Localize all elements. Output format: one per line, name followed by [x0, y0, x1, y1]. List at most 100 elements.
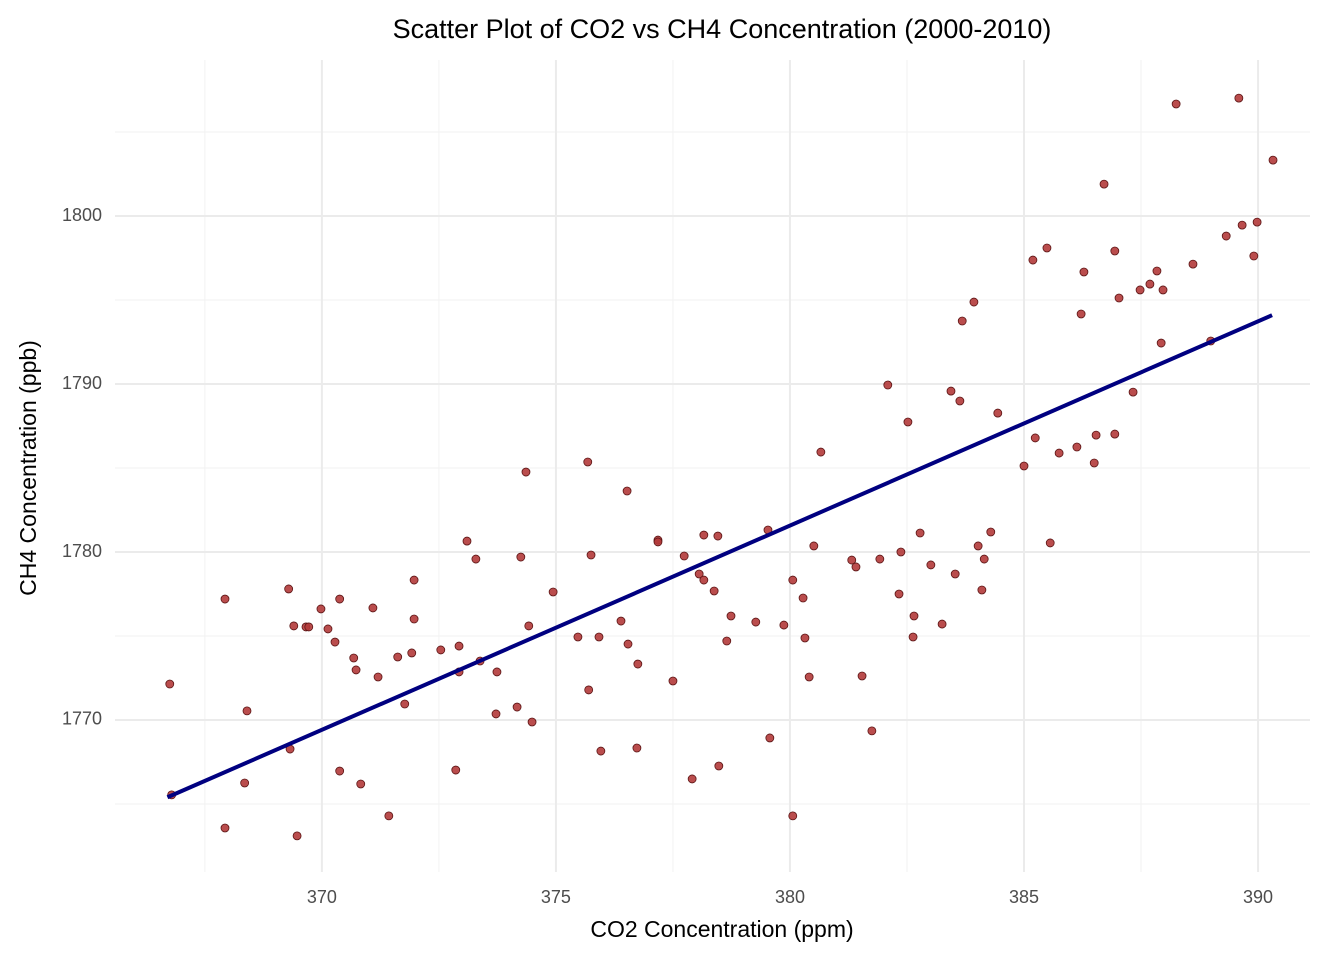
- y-tick-label: 1800: [62, 205, 102, 225]
- scatter-point: [694, 569, 704, 579]
- scatter-point: [289, 621, 299, 631]
- scatter-point: [908, 632, 918, 642]
- y-tick-label: 1790: [62, 373, 102, 393]
- scatter-point: [957, 316, 967, 326]
- scatter-point: [1171, 99, 1181, 109]
- scatter-point: [699, 530, 709, 540]
- scatter-point: [653, 537, 663, 547]
- scatter-point: [798, 593, 808, 603]
- scatter-point: [883, 380, 893, 390]
- scatter-point: [937, 619, 947, 629]
- scatter-point: [492, 667, 502, 677]
- scatter-point: [516, 552, 526, 562]
- scatter-point: [726, 611, 736, 621]
- y-axis-label: CH4 Concentration (ppb): [15, 340, 41, 596]
- scatter-point: [1237, 220, 1247, 230]
- scatter-point: [955, 396, 965, 406]
- chart-title: Scatter Plot of CO2 vs CH4 Concentration…: [393, 14, 1052, 44]
- x-axis-label: CO2 Concentration (ppm): [590, 916, 853, 942]
- scatter-point: [973, 541, 983, 551]
- scatter-point: [1268, 155, 1278, 165]
- scatter-point: [330, 637, 340, 647]
- scatter-point: [623, 639, 633, 649]
- scatter-point: [709, 586, 719, 596]
- scatter-point: [1128, 387, 1138, 397]
- scatter-point: [335, 766, 345, 776]
- scatter-point: [573, 632, 583, 642]
- scatter-point: [1072, 442, 1082, 452]
- scatter-point: [668, 676, 678, 686]
- scatter-point: [713, 531, 723, 541]
- scatter-point: [1079, 267, 1089, 277]
- scatter-point: [1156, 338, 1166, 348]
- scatter-point: [349, 653, 359, 663]
- scatter-point: [986, 527, 996, 537]
- scatter-point: [915, 528, 925, 538]
- scatter-point: [594, 632, 604, 642]
- scatter-point: [436, 645, 446, 655]
- scatter-point: [1234, 93, 1244, 103]
- scatter-point: [1110, 246, 1120, 256]
- scatter-point: [1145, 279, 1155, 289]
- scatter-point: [409, 575, 419, 585]
- scatter-point: [1030, 433, 1040, 443]
- x-tick-label: 375: [541, 887, 571, 907]
- scatter-point: [979, 554, 989, 564]
- scatter-point: [1099, 179, 1109, 189]
- x-tick-label: 385: [1009, 887, 1039, 907]
- scatter-point: [393, 652, 403, 662]
- scatter-point: [946, 386, 956, 396]
- scatter-point: [847, 555, 857, 565]
- scatter-point: [584, 685, 594, 695]
- scatter-point: [1054, 448, 1064, 458]
- scatter-point: [875, 554, 885, 564]
- scatter-point: [633, 659, 643, 669]
- scatter-point: [687, 774, 697, 784]
- scatter-point: [316, 604, 326, 614]
- scatter-point: [1188, 259, 1198, 269]
- scatter-point: [304, 622, 314, 632]
- scatter-point: [977, 585, 987, 595]
- scatter-point: [1042, 243, 1052, 253]
- scatter-point: [1114, 293, 1124, 303]
- scatter-point: [454, 641, 464, 651]
- scatter-point: [491, 709, 501, 719]
- scatter-point: [903, 417, 913, 427]
- scatter-point: [284, 584, 294, 594]
- scatter-point: [800, 633, 810, 643]
- scatter-point: [765, 733, 775, 743]
- scatter-point: [1221, 231, 1231, 241]
- y-tick-label: 1780: [62, 541, 102, 561]
- scatter-point: [586, 550, 596, 560]
- scatter-point: [242, 706, 252, 716]
- scatter-point: [788, 811, 798, 821]
- scatter-point: [1076, 309, 1086, 319]
- scatter-point: [679, 551, 689, 561]
- y-tick-label: 1770: [62, 709, 102, 729]
- scatter-point: [616, 616, 626, 626]
- scatter-point: [909, 611, 919, 621]
- scatter-point: [351, 665, 361, 675]
- scatter-point: [1089, 458, 1099, 468]
- scatter-point: [356, 779, 366, 789]
- scatter-point: [1252, 217, 1262, 227]
- scatter-point: [950, 569, 960, 579]
- scatter-point: [857, 671, 867, 681]
- scatter-point: [699, 575, 709, 585]
- scatter-point: [409, 614, 419, 624]
- scatter-point: [596, 746, 606, 756]
- scatter-point: [714, 761, 724, 771]
- scatter-point: [220, 594, 230, 604]
- scatter-point: [240, 778, 250, 788]
- scatter-point: [926, 560, 936, 570]
- scatter-point: [292, 831, 302, 841]
- scatter-point: [521, 467, 531, 477]
- scatter-point: [471, 554, 481, 564]
- scatter-point: [451, 765, 461, 775]
- scatter-point: [722, 636, 732, 646]
- scatter-point: [751, 617, 761, 627]
- scatter-point: [804, 672, 814, 682]
- scatter-point: [1028, 255, 1038, 265]
- scatter-point: [1045, 538, 1055, 548]
